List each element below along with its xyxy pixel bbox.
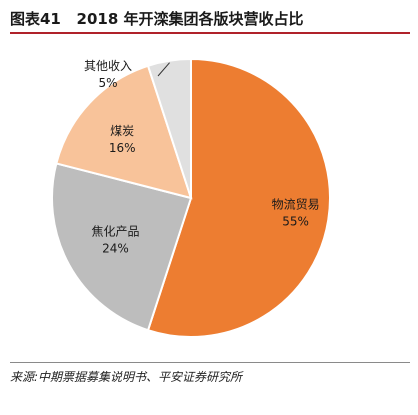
slice-percent-label: 55% bbox=[282, 214, 309, 228]
pie-slice-2 bbox=[51, 162, 193, 332]
source-divider bbox=[10, 362, 410, 363]
slice-name-label: 焦化产品 bbox=[91, 225, 139, 239]
figure-number: 图表41 bbox=[10, 10, 61, 28]
pie-slice-3 bbox=[55, 64, 193, 200]
pie-chart-area: 物流贸易 55% 焦化产品 24% 煤炭 16% 其他收入 5% bbox=[0, 36, 418, 356]
slice-percent-label: 24% bbox=[102, 242, 129, 256]
slice-name-label: 煤炭 bbox=[110, 124, 134, 138]
pie-chart: 物流贸易 55% 焦化产品 24% 煤炭 16% 其他收入 5% bbox=[51, 57, 331, 338]
figure-header: 图表41 2018 年开滦集团各版块营收占比 bbox=[10, 8, 410, 30]
leader-line-4 bbox=[157, 62, 170, 77]
title-divider bbox=[10, 32, 410, 34]
pie-slice-1 bbox=[146, 57, 331, 338]
source-note: 来源:中期票据募集说明书、平安证券研究所 bbox=[10, 370, 243, 384]
pie-slice-4 bbox=[146, 57, 192, 199]
figure-title: 图表41 2018 年开滦集团各版块营收占比 bbox=[10, 8, 304, 29]
figure-title-text: 2018 年开滦集团各版块营收占比 bbox=[76, 10, 304, 28]
slice-name-label: 物流贸易 bbox=[272, 197, 320, 211]
slice-name-label: 其他收入 bbox=[84, 59, 132, 73]
slice-percent-label: 5% bbox=[98, 76, 117, 90]
slice-percent-label: 16% bbox=[109, 141, 136, 155]
